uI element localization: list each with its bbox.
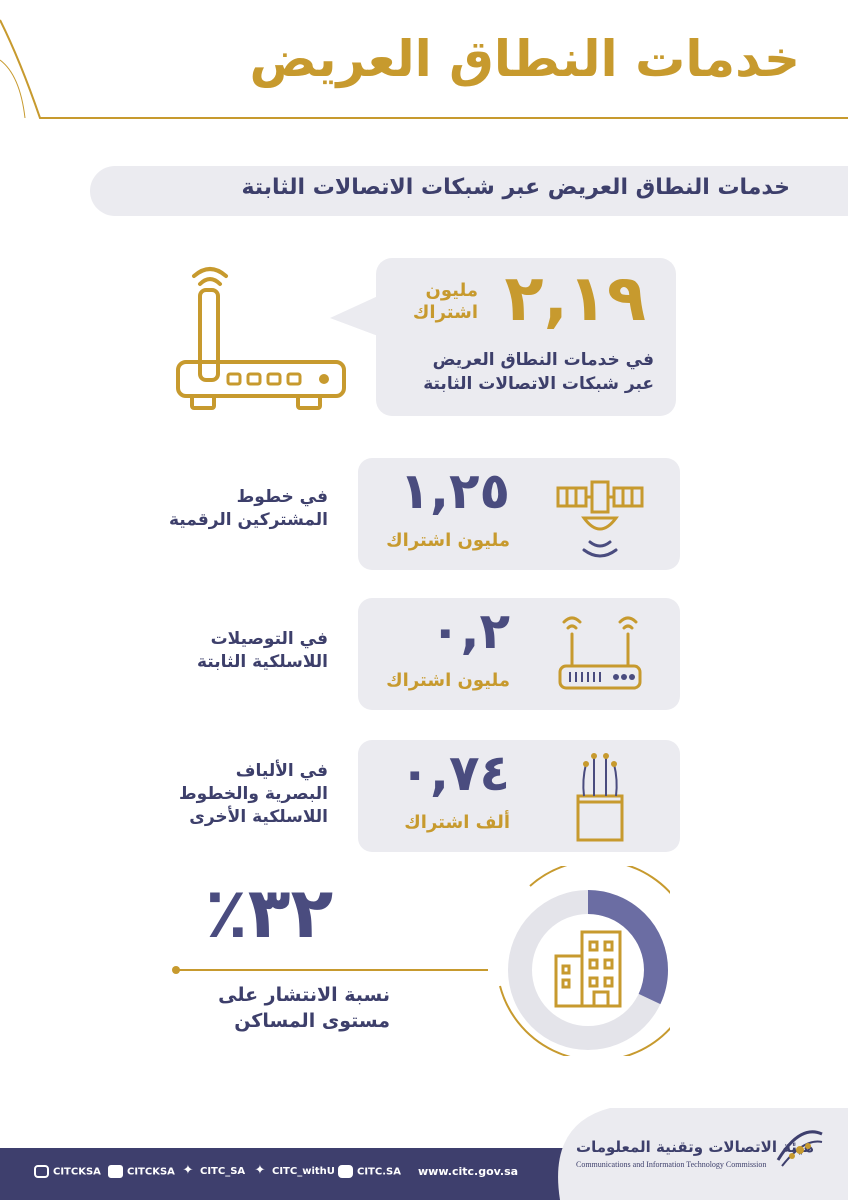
section-title: خدمات النطاق العريض عبر شبكات الاتصالات … <box>241 175 790 200</box>
social-twitter-2[interactable]: ✦ CITC_withU <box>252 1163 335 1178</box>
header-decoration <box>0 19 848 119</box>
youtube-icon <box>108 1165 123 1178</box>
page-title: خدمات النطاق العريض <box>249 30 800 88</box>
router-icon <box>176 267 346 410</box>
instagram-icon <box>34 1165 49 1178</box>
stat-value: ٠,٢ <box>429 602 511 660</box>
org-name-english: Communications and Information Technolog… <box>576 1160 767 1169</box>
penetration-chart <box>172 866 670 1056</box>
website-link[interactable]: www.citc.gov.sa <box>418 1165 519 1178</box>
citc-logo-icon <box>776 1130 823 1167</box>
stat-label: في التوصيلات اللاسلكية الثابتة <box>197 629 328 672</box>
stat-value: ٠,٧٤ <box>399 744 511 802</box>
main-stat-card: ٢,١٩ مليون اشتراك في خدمات النطاق العريض… <box>376 258 676 416</box>
facebook-icon <box>338 1165 353 1178</box>
stat-label: في الألياف البصرية والخطوط اللاسلكية الأ… <box>179 761 328 827</box>
org-name-arabic: هيئة الاتصالات وتقنية المعلومات <box>576 1138 814 1156</box>
twitter-icon: ✦ <box>182 1163 194 1178</box>
satellite-icon <box>556 480 644 558</box>
wireless-router-icon <box>558 616 642 690</box>
social-youtube[interactable]: CITCKSA <box>108 1165 175 1178</box>
main-stat-value: ٢,١٩ <box>504 262 648 336</box>
fiber-optic-icon <box>576 753 624 842</box>
main-stat-description: في خدمات النطاق العريض عبر شبكات الاتصال… <box>423 350 654 394</box>
stat-value: ١,٢٥ <box>399 462 511 520</box>
stat-unit: مليون اشتراك <box>386 530 510 551</box>
building-icon <box>554 930 622 1008</box>
main-stat-unit: مليون اشتراك <box>412 280 478 323</box>
footer-background <box>0 1108 848 1200</box>
stat-card-fiber: ٠,٧٤ ألف اشتراك <box>358 740 680 852</box>
penetration-value: ٪٣٢ <box>205 872 334 954</box>
social-facebook[interactable]: CITC.SA <box>338 1165 401 1178</box>
penetration-arc <box>508 890 668 1050</box>
stat-label: في خطوط المشتركين الرقمية <box>168 487 328 530</box>
penetration-label: نسبة الانتشار على مستوى المساكن <box>218 984 390 1032</box>
twitter-icon: ✦ <box>254 1163 266 1178</box>
stat-unit: ألف اشتراك <box>404 812 510 833</box>
stat-card-dsl: ١,٢٥ مليون اشتراك <box>358 458 680 570</box>
section-header: خدمات النطاق العريض عبر شبكات الاتصالات … <box>90 166 848 216</box>
stat-card-fixed-wireless: ٠,٢ مليون اشتراك <box>358 598 680 710</box>
social-twitter-1[interactable]: ✦ CITC_SA <box>180 1163 246 1178</box>
social-instagram[interactable]: CITCKSA <box>34 1165 101 1178</box>
bubble-tail <box>330 296 378 336</box>
stat-unit: مليون اشتراك <box>386 670 510 691</box>
